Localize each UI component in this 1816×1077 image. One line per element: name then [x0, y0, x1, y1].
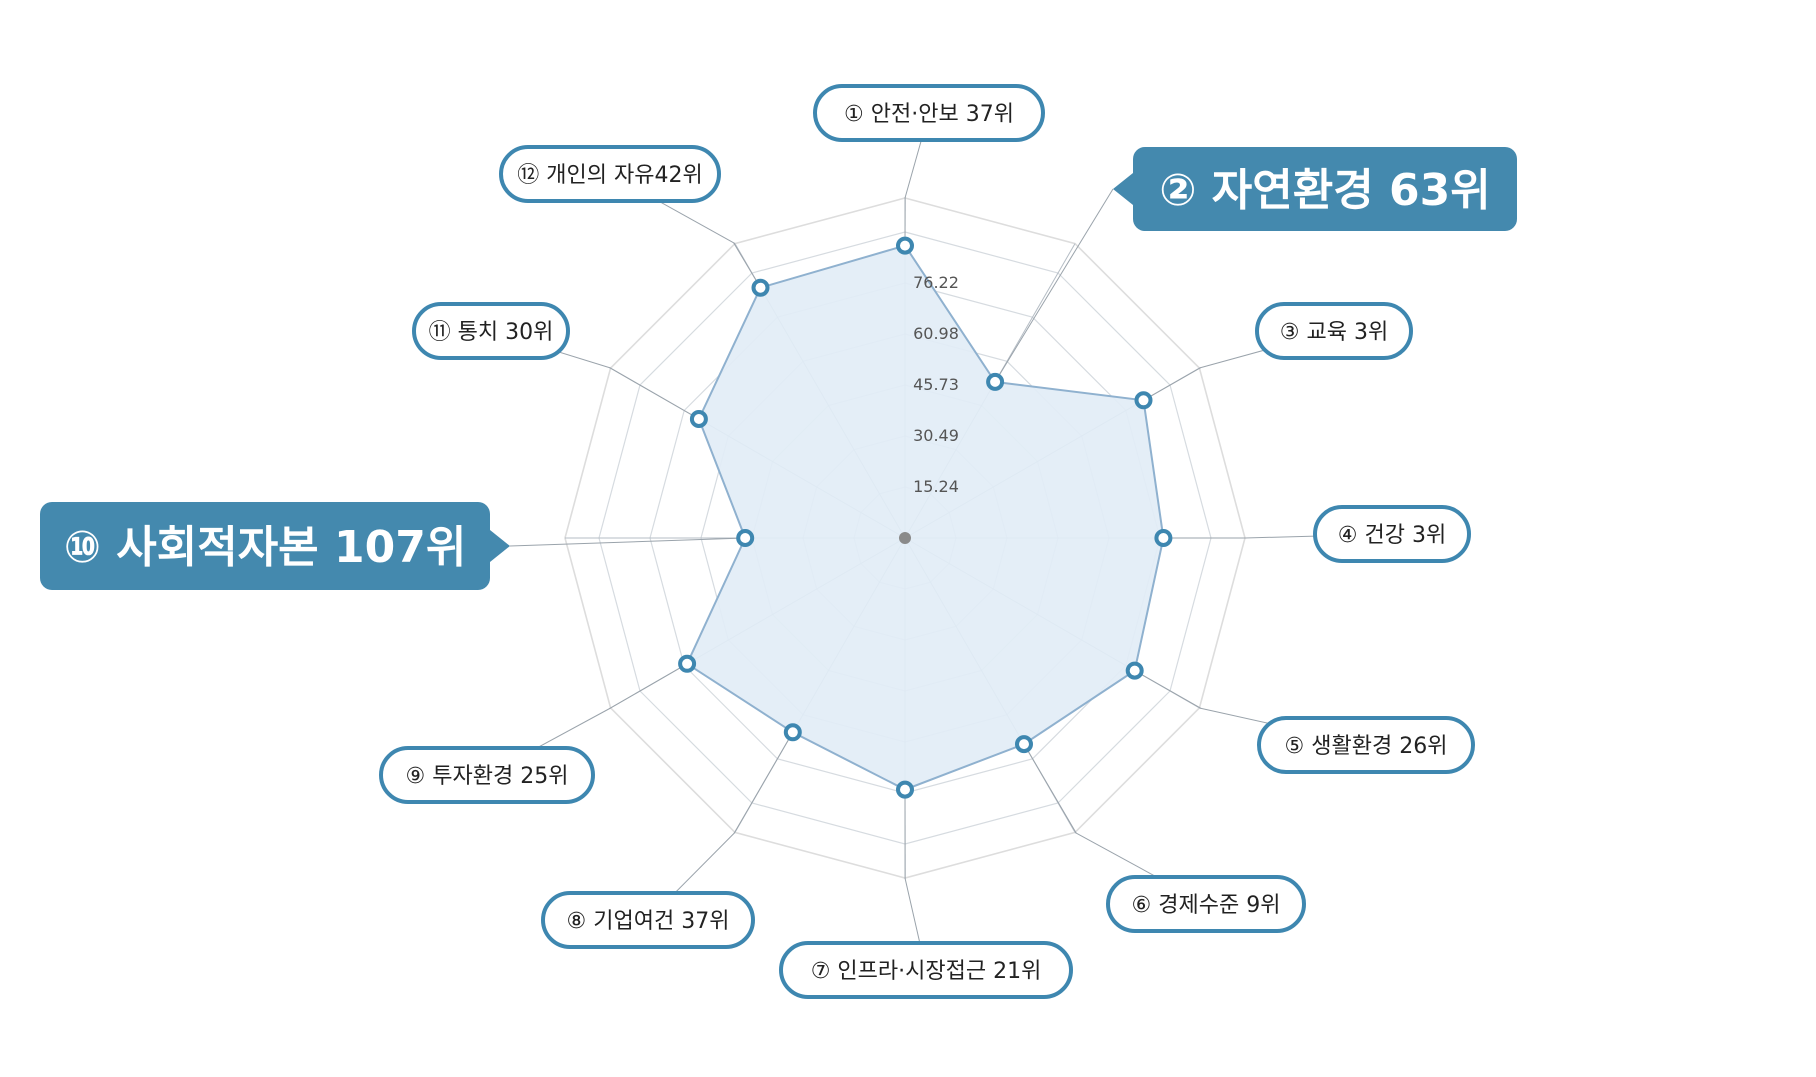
- category-labels: ① 안전·안보 37위 ② 자연환경 63위 ③ 교육 3위 ④ 건강 3위 ⑤ 생활환…: [40, 84, 1517, 999]
- data-point-marker: [689, 410, 708, 428]
- category-pill: ⑤ 생활환경 26위: [1257, 716, 1475, 774]
- category-label: ⑨ 투자환경 25위: [406, 764, 569, 789]
- pill-box: [541, 891, 755, 949]
- callout-pointer: [490, 530, 510, 562]
- pill-box: [1255, 302, 1413, 360]
- data-point-marker: [896, 780, 914, 799]
- category-pill: ⑨ 투자환경 25위: [379, 746, 595, 804]
- leader-line: [609, 663, 688, 710]
- data-point-marker: [678, 654, 697, 673]
- category-pill: ① 안전·안보 37위: [813, 84, 1045, 142]
- category-pill: ⑥ 경제수준 9위: [1106, 875, 1306, 933]
- leader-line: [733, 732, 794, 834]
- tick-label: 45.73: [913, 375, 959, 394]
- category-label: ⑧ 기업여건 37위: [567, 909, 730, 934]
- category-pill: ⑫ 개인의 자유42위: [499, 145, 721, 203]
- category-label: ③ 교육 3위: [1280, 320, 1388, 345]
- leader-line: [1143, 367, 1202, 401]
- category-label: ⑥ 경제수준 9위: [1132, 893, 1281, 918]
- category-label: ④ 건강 3위: [1338, 523, 1446, 548]
- data-point-marker: [1015, 735, 1033, 754]
- radar-ticks: 15.24 30.49 45.73 60.98 76.22: [913, 273, 959, 496]
- data-point-marker: [896, 236, 914, 255]
- category-pill: ⑧ 기업여건 37위: [541, 891, 755, 949]
- category-label: ⑪ 통치 30위: [429, 320, 554, 345]
- callout-pointer: [1113, 173, 1133, 205]
- leader-line: [609, 367, 700, 420]
- tick-label: 60.98: [913, 324, 959, 343]
- highlight-callout: ⑩ 사회적자본 107위: [40, 502, 510, 590]
- leader-line: [509, 537, 746, 547]
- category-label: ⑤ 생활환경 26위: [1285, 734, 1448, 759]
- pill-box: [379, 746, 595, 804]
- data-point-marker: [1154, 529, 1173, 547]
- category-label: ⑦ 인프라·시장접근 21위: [811, 959, 1042, 984]
- category-label: ⑩ 사회적자본 107위: [64, 522, 467, 573]
- data-point-marker: [986, 372, 1005, 391]
- leader-line: [994, 188, 1114, 383]
- center-dot: [899, 532, 911, 544]
- category-pill: ⑪ 통치 30위: [412, 302, 570, 360]
- pill-box: [412, 302, 570, 360]
- tick-label: 30.49: [913, 426, 959, 445]
- tick-label: 15.24: [913, 477, 959, 496]
- pill-box: [499, 145, 721, 203]
- callout-box: [40, 502, 490, 590]
- category-label: ⑫ 개인의 자유42위: [517, 163, 702, 188]
- pill-box: [813, 84, 1045, 142]
- data-point-marker: [1134, 391, 1153, 410]
- callout-box: [1133, 147, 1517, 231]
- category-label: ② 자연환경 63위: [1159, 165, 1491, 216]
- category-label: ① 안전·안보 37위: [844, 102, 1014, 127]
- pill-box: [1106, 875, 1306, 933]
- tick-label: 76.22: [913, 273, 959, 292]
- pill-box: [1257, 716, 1475, 774]
- leader-line: [1023, 743, 1077, 834]
- category-pill: ⑦ 인프라·시장접근 21위: [779, 941, 1073, 999]
- leader-line: [1134, 670, 1202, 709]
- highlight-callout: ② 자연환경 63위: [1113, 147, 1517, 231]
- category-pill: ③ 교육 3위: [1255, 302, 1413, 360]
- pill-box: [1313, 505, 1471, 563]
- radar-markers: [678, 236, 1173, 799]
- data-point-marker: [1125, 661, 1144, 680]
- category-pill: ④ 건강 3위: [1313, 505, 1471, 563]
- data-point-marker: [783, 723, 802, 742]
- data-point-marker: [736, 529, 755, 547]
- pill-box: [779, 941, 1073, 999]
- data-point-marker: [751, 278, 770, 297]
